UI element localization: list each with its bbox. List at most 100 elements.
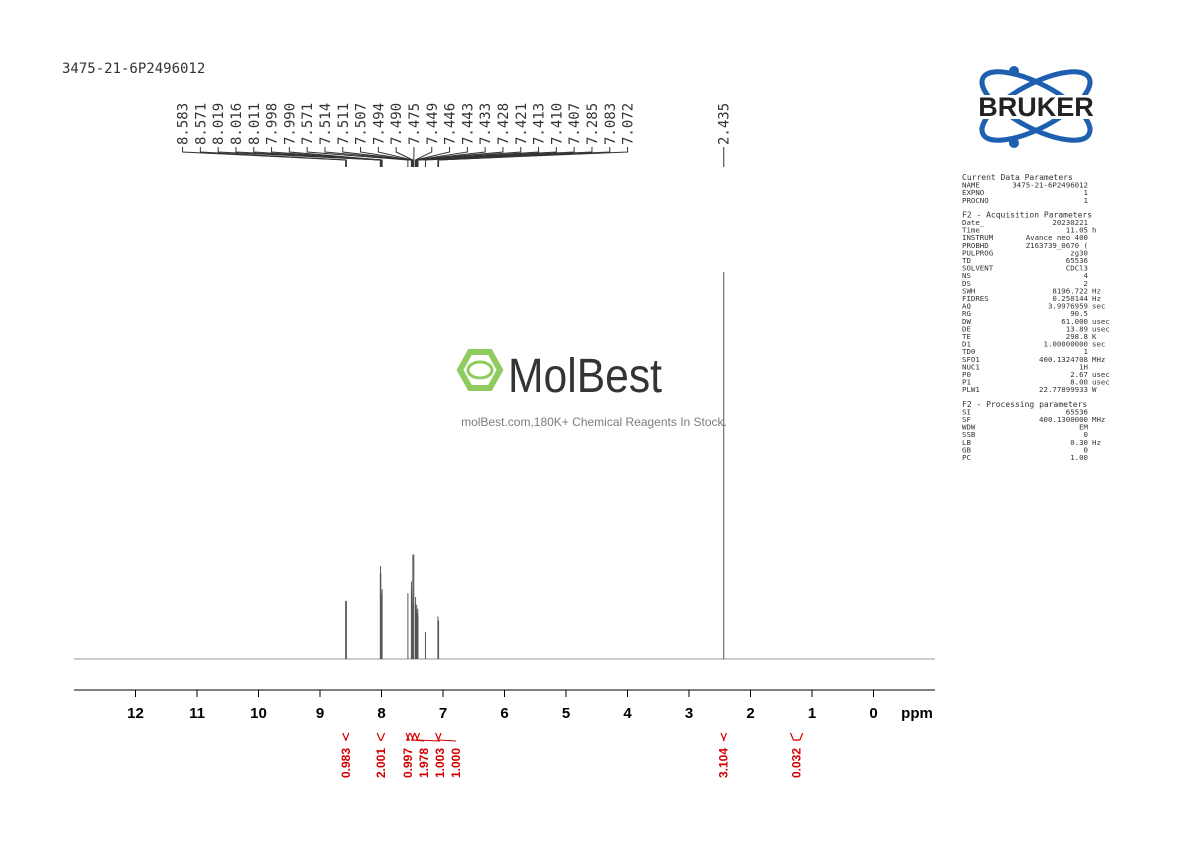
param-unit: MHz	[1092, 415, 1105, 424]
param-name: P0	[962, 370, 971, 379]
x-tick-label: 11	[189, 705, 205, 722]
integral-label: 2.001	[374, 748, 388, 778]
integral	[435, 732, 442, 741]
param-value: 2.67	[1070, 370, 1088, 379]
peak-label: 7.407	[567, 103, 583, 145]
param-value: 0	[1084, 430, 1088, 439]
peak-connector	[199, 147, 347, 167]
integral	[405, 732, 411, 741]
param-name: PROBHD	[962, 241, 989, 250]
integral-label: 0.032	[790, 748, 804, 778]
param-name: PULPROG	[962, 248, 993, 257]
param-value: 3.9976959	[1048, 302, 1088, 311]
param-name: SSB	[962, 430, 976, 439]
peak-label: 7.446	[443, 103, 459, 145]
peak-label: 7.410	[549, 103, 565, 145]
x-tick-label: 8	[377, 705, 385, 722]
param-name: AQ	[962, 302, 971, 311]
param-value: 3475-21-6P2496012	[1012, 181, 1088, 190]
watermark-tagline: molBest.com,180K+ Chemical Reagents In S…	[461, 415, 727, 429]
peak-label: 8.571	[193, 103, 209, 145]
param-name: RG	[962, 309, 971, 318]
peak-label: 7.428	[496, 103, 512, 145]
peak-connector	[288, 147, 383, 167]
peak-label: 2.435	[717, 103, 733, 145]
watermark-brand: MolBest	[508, 350, 662, 403]
peak-label: 7.571	[300, 103, 316, 145]
param-value: 1	[1084, 196, 1088, 205]
peak-label: 7.998	[265, 103, 281, 145]
x-tick-label: 1	[808, 705, 816, 722]
param-value: 1.00000000	[1044, 340, 1089, 349]
param-name: P1	[962, 378, 971, 387]
param-value: 4	[1084, 271, 1089, 280]
x-tick-label: 5	[562, 705, 570, 722]
integral-label: 1.000	[449, 748, 463, 778]
logo-text: BRUKER	[978, 92, 1094, 122]
param-heading: F2 - Acquisition Parameters	[962, 210, 1092, 219]
peak-label: 7.449	[425, 103, 441, 145]
peak-connector	[182, 147, 347, 167]
param-unit: MHz	[1092, 355, 1105, 364]
peak-label: 7.443	[460, 103, 476, 145]
peak-label: 7.421	[514, 103, 530, 145]
peak-label: 8.019	[211, 103, 227, 145]
peak-label: 7.433	[478, 103, 494, 145]
peak-connector	[438, 147, 629, 167]
peak-label: 7.475	[407, 103, 423, 145]
peak-connector	[417, 147, 575, 167]
peak-connector	[306, 147, 409, 167]
param-unit: usec	[1092, 324, 1110, 333]
param-value: 1H	[1079, 362, 1088, 371]
param-value: 61.000	[1061, 317, 1088, 326]
peak-connector	[395, 147, 414, 167]
param-name: INSTRUM	[962, 233, 994, 242]
param-unit: usec	[1092, 378, 1110, 387]
param-unit: Hz	[1092, 438, 1101, 447]
integral	[414, 732, 421, 741]
param-name: DW	[962, 317, 971, 326]
param-value: 400.1300000	[1039, 415, 1088, 424]
peak-label: 8.016	[229, 103, 245, 145]
x-tick-label: 12	[127, 705, 144, 722]
peak-connector	[424, 147, 593, 167]
x-tick-label: 10	[250, 705, 267, 722]
param-unit: sec	[1092, 340, 1105, 349]
peak-label: 7.285	[585, 103, 601, 145]
param-name: PC	[962, 453, 971, 462]
param-unit: K	[1092, 332, 1097, 341]
integral-label: 1.978	[417, 748, 431, 778]
peak-label: 7.494	[371, 103, 387, 145]
param-value: 20230221	[1052, 218, 1088, 227]
bruker-logo: BRUKER	[958, 66, 1116, 148]
param-value: EM	[1079, 423, 1088, 432]
param-value: 65536	[1066, 407, 1088, 416]
param-value: 8196.722	[1052, 286, 1088, 295]
param-unit: usec	[1092, 317, 1110, 326]
param-heading: F2 - Processing parameters	[962, 400, 1087, 409]
param-value: 90.5	[1070, 309, 1088, 318]
integral	[342, 732, 350, 741]
watermark: MolBest molBest.com,180K+ Chemical Reage…	[456, 349, 727, 429]
param-unit: h	[1092, 226, 1096, 235]
integral-tick	[438, 739, 456, 742]
param-name: DE	[962, 324, 971, 333]
param-name: DS	[962, 279, 971, 288]
param-value: 1.00	[1070, 453, 1088, 462]
peak-connector	[235, 147, 382, 167]
peak-label: 7.511	[336, 103, 352, 145]
x-axis-label: ppm	[901, 705, 933, 722]
integral-label: 0.983	[339, 748, 353, 778]
x-tick-label: 4	[623, 705, 632, 722]
x-tick-label: 0	[869, 705, 877, 722]
param-name: SWH	[962, 286, 975, 295]
x-tick-label: 9	[316, 705, 324, 722]
param-name: SFO1	[962, 355, 980, 364]
param-unit: sec	[1092, 302, 1105, 311]
param-name: PLW1	[962, 385, 980, 394]
param-value: 298.8	[1066, 332, 1088, 341]
param-value: 65536	[1066, 256, 1088, 265]
param-name: FIDRES	[962, 294, 989, 303]
sample-title: 3475-21-6P2496012	[62, 61, 205, 77]
